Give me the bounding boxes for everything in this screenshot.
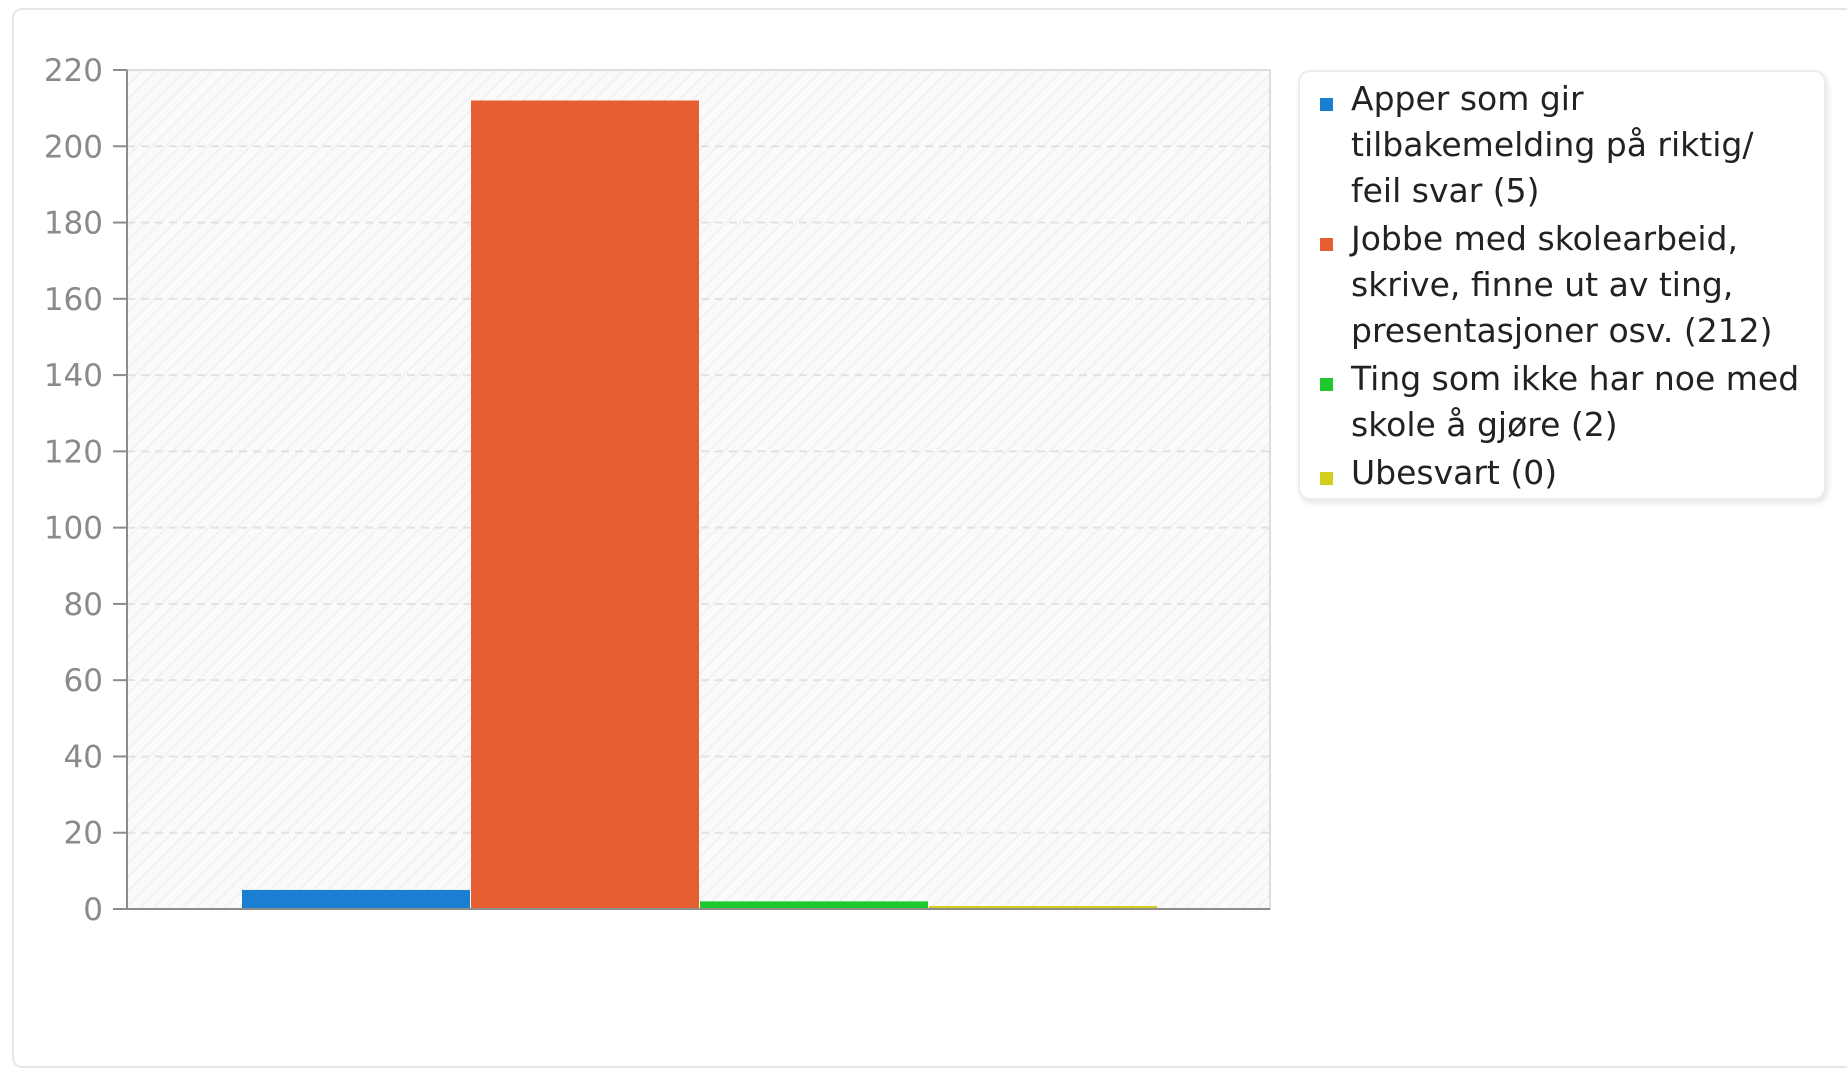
y-tick-label: 100 bbox=[44, 511, 103, 547]
y-tick-label: 120 bbox=[44, 434, 103, 470]
bar-2[interactable] bbox=[471, 100, 699, 909]
bar-4[interactable] bbox=[929, 906, 1157, 909]
bar-3[interactable] bbox=[700, 901, 928, 909]
grid-lines bbox=[127, 145, 1270, 834]
y-tick-label: 0 bbox=[83, 892, 103, 928]
legend-item[interactable]: Jobbe med skolearbeid, skrive, finne ut … bbox=[1320, 216, 1814, 354]
legend-label: Ting som ikke har noe med skole å gjøre … bbox=[1351, 359, 1800, 444]
legend-label: Ubesvart (0) bbox=[1351, 453, 1558, 492]
y-tick-label: 40 bbox=[64, 739, 103, 775]
legend-item[interactable]: Ubesvart (0) bbox=[1320, 450, 1814, 496]
y-tick-label: 180 bbox=[44, 206, 103, 242]
y-tick-label: 80 bbox=[64, 587, 103, 623]
bar-1[interactable] bbox=[242, 889, 470, 909]
legend-swatch bbox=[1320, 98, 1333, 111]
legend-swatch bbox=[1320, 472, 1333, 485]
legend: Apper som gir tilbakemelding på riktig/ … bbox=[1298, 70, 1826, 500]
y-axis-ticks: 0 20 40 60 80 100 120 140 160 180 200 220 bbox=[44, 53, 127, 928]
bar-chart: 0 20 40 60 80 100 120 140 160 180 200 220 bbox=[44, 53, 1271, 928]
legend-swatch bbox=[1320, 238, 1333, 251]
y-tick-label: 200 bbox=[44, 129, 103, 165]
legend-label: Jobbe med skolearbeid, skrive, finne ut … bbox=[1351, 219, 1773, 350]
y-tick-label: 20 bbox=[64, 816, 103, 852]
y-tick-label: 220 bbox=[44, 53, 103, 89]
y-tick-label: 160 bbox=[44, 282, 103, 318]
y-tick-label: 60 bbox=[64, 663, 103, 699]
legend-label: Apper som gir tilbakemelding på riktig/ … bbox=[1351, 79, 1754, 210]
y-tick-label: 140 bbox=[44, 358, 103, 394]
legend-swatch bbox=[1320, 378, 1333, 391]
bars bbox=[242, 100, 1157, 909]
legend-item[interactable]: Apper som gir tilbakemelding på riktig/ … bbox=[1320, 76, 1814, 214]
legend-item[interactable]: Ting som ikke har noe med skole å gjøre … bbox=[1320, 356, 1814, 448]
